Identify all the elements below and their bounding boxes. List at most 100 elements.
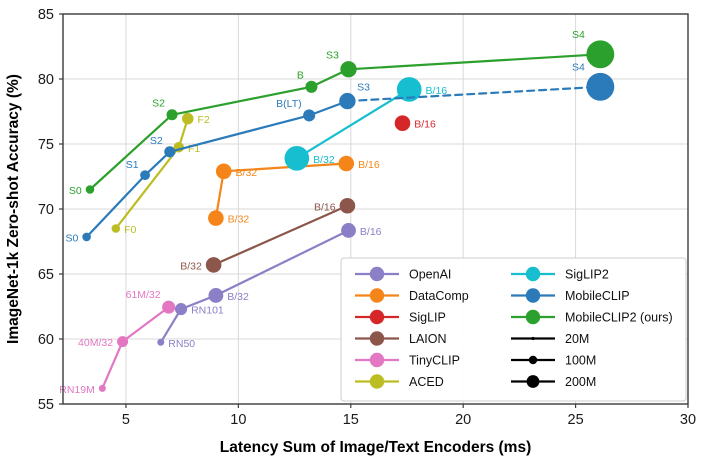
- data-point[interactable]: [111, 224, 121, 233]
- axis-frame: 5 10 15 20 25 30 55 60 65 70 75 80 85 Latency Sum of …: [5, 7, 696, 456]
- legend-box: [340, 257, 687, 402]
- x-tick-label: 15: [343, 412, 359, 428]
- data-point[interactable]: [181, 112, 194, 125]
- data-point[interactable]: [303, 109, 316, 122]
- y-tick-label: 70: [38, 202, 54, 218]
- point-label: 61M/32: [126, 289, 161, 301]
- data-point[interactable]: [208, 210, 224, 226]
- legend-marker[interactable]: [525, 309, 541, 325]
- data-point[interactable]: [340, 61, 357, 78]
- x-tick-label: 20: [455, 412, 471, 428]
- legend-label: ACED: [409, 375, 444, 389]
- series-mobileclip2-ours-: S0 S2 B S3 S4: [69, 29, 615, 197]
- point-label: B/16: [314, 201, 336, 213]
- series-siglip: B/16: [394, 115, 436, 131]
- y-axis-title: ImageNet-1k Zero-shot Accuracy (%): [5, 74, 22, 344]
- point-label: B/16: [414, 119, 436, 131]
- legend-marker[interactable]: [369, 266, 385, 282]
- legend-size-marker: [531, 336, 535, 341]
- data-point[interactable]: [339, 197, 356, 214]
- x-tick-label: 25: [568, 412, 584, 428]
- point-label: S2: [150, 135, 163, 147]
- point-label: F0: [124, 224, 136, 236]
- point-label: RN50: [168, 338, 195, 350]
- legend-marker[interactable]: [369, 288, 385, 303]
- data-point[interactable]: [82, 232, 91, 242]
- point-label: B/32: [227, 291, 249, 303]
- point-label: B/32: [236, 167, 258, 179]
- point-label: S0: [65, 232, 78, 244]
- point-label: S3: [357, 81, 370, 93]
- legend-label: SigLIP: [409, 311, 446, 325]
- data-point[interactable]: [166, 109, 178, 121]
- legend-marker[interactable]: [369, 331, 385, 346]
- legend-label: SigLIP2: [565, 268, 609, 282]
- point-label: S4: [572, 61, 585, 73]
- data-point[interactable]: [208, 288, 224, 303]
- data-point[interactable]: [284, 145, 310, 171]
- data-point[interactable]: [586, 40, 615, 69]
- x-tick-label: 5: [122, 412, 130, 428]
- point-label: RN19M: [59, 384, 95, 396]
- point-label: S2: [152, 98, 165, 110]
- legend-marker[interactable]: [525, 288, 541, 303]
- data-point[interactable]: [341, 223, 356, 238]
- point-label: B/16: [426, 85, 448, 97]
- data-point[interactable]: [85, 185, 95, 194]
- x-tick-label: 10: [230, 412, 246, 428]
- point-label: F2: [198, 114, 210, 126]
- data-point[interactable]: [164, 146, 176, 158]
- point-label: S1: [126, 159, 139, 171]
- data-point[interactable]: [140, 170, 150, 181]
- series-line: [346, 85, 602, 103]
- legend-label: MobileCLIP: [565, 289, 630, 303]
- point-label: RN101: [191, 305, 224, 317]
- data-point[interactable]: [205, 257, 222, 273]
- point-label: S4: [572, 29, 585, 41]
- legend-label: OpenAI: [409, 268, 451, 282]
- data-point[interactable]: [174, 303, 188, 316]
- data-layer: RN50RN101B/32B/16B/32B/32B/16B/16B/32B/1…: [59, 29, 615, 396]
- data-point[interactable]: [305, 80, 318, 93]
- series-datacomp: B/32 B/32 B/16: [208, 155, 380, 226]
- point-label: B(LT): [276, 98, 301, 110]
- y-tick-label: 60: [38, 332, 54, 348]
- series-laion: B/32 B/16: [180, 197, 356, 273]
- legend-marker[interactable]: [369, 374, 385, 389]
- point-label: B/16: [360, 226, 382, 238]
- data-point[interactable]: [157, 338, 165, 346]
- data-point[interactable]: [586, 72, 615, 101]
- y-tick-label: 65: [38, 267, 54, 283]
- data-point[interactable]: [215, 163, 232, 180]
- series-line: [295, 88, 411, 160]
- legend: OpenAI DataComp SigLIP LAION TinyCLIP ACED Sig…: [340, 257, 687, 402]
- legend-label: MobileCLIP2 (ours): [565, 311, 673, 325]
- data-point[interactable]: [117, 336, 129, 348]
- series-mobileclip-s4: S4: [346, 61, 615, 103]
- data-point[interactable]: [394, 115, 411, 131]
- legend-label: 200M: [565, 375, 596, 389]
- legend-label: 20M: [565, 332, 589, 346]
- legend-marker[interactable]: [369, 352, 385, 368]
- data-point[interactable]: [338, 155, 355, 172]
- point-label: B/32: [180, 260, 202, 272]
- legend-marker[interactable]: [369, 309, 385, 325]
- legend-label: LAION: [409, 332, 447, 346]
- legend-label: TinyCLIP: [409, 354, 460, 368]
- data-point[interactable]: [162, 300, 176, 314]
- point-label: B/32: [228, 214, 250, 226]
- y-tick-label: 80: [38, 72, 54, 88]
- point-label: 40M/32: [78, 337, 113, 349]
- legend-size-marker: [528, 355, 538, 365]
- data-point[interactable]: [98, 384, 106, 392]
- y-tick-label: 75: [38, 137, 54, 153]
- point-label: B/16: [358, 159, 380, 171]
- legend-marker[interactable]: [525, 266, 541, 282]
- data-point[interactable]: [396, 77, 422, 102]
- point-label: S3: [326, 50, 339, 62]
- series-tinyclip: RN19M 40M/32 61M/32: [59, 289, 176, 396]
